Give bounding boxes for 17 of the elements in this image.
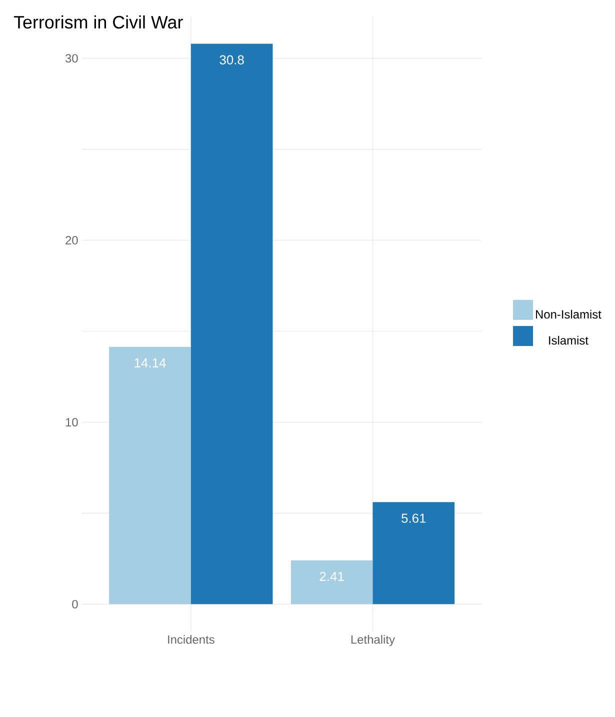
chart-title: Terrorism in Civil War (14, 15, 183, 29)
y-tick-label: 0 (72, 600, 78, 608)
bar (109, 346, 191, 604)
bar (290, 560, 373, 604)
legend-label: Islamist (549, 336, 588, 345)
data-label: 2.41 (320, 572, 344, 581)
y-tick-label: 30 (65, 54, 78, 63)
x-tick-label: Lethality (351, 635, 395, 646)
data-label: 14.14 (134, 358, 166, 368)
y-tick-label: 10 (66, 418, 78, 426)
data-label: 30.8 (220, 55, 244, 64)
x-tick-label: Incidents (168, 635, 214, 644)
bar (372, 502, 455, 604)
data-label: 5.61 (402, 514, 426, 523)
y-tick-label: 20 (66, 236, 78, 244)
bar (190, 44, 273, 604)
legend-label: Non-Islamist (536, 310, 602, 319)
